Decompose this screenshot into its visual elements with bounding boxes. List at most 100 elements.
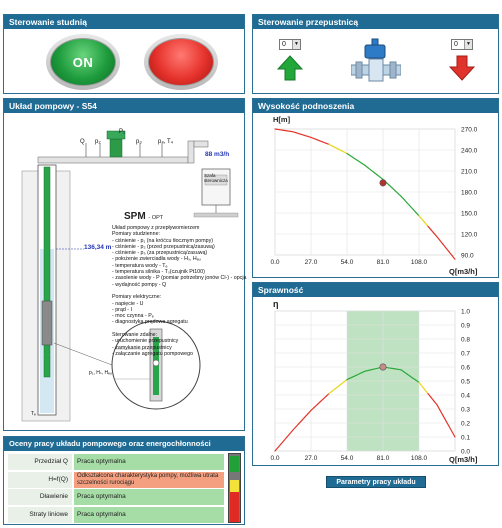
- parameters-button[interactable]: Parametry pracy układu: [326, 476, 426, 488]
- curve-segment: [445, 247, 450, 253]
- valve-open-select[interactable]: 0 ▼: [279, 39, 301, 50]
- description-line: Pomiary studzienne:: [112, 231, 160, 238]
- curve-segment: [445, 420, 450, 427]
- on-button[interactable]: ON: [50, 38, 116, 86]
- curve-segment: [328, 390, 333, 395]
- curve-segment: [409, 205, 414, 210]
- y-tick-label: 0.6: [461, 364, 470, 371]
- curve-segment: [370, 169, 375, 174]
- x-tick-label: 81.0: [377, 455, 390, 462]
- curve-segment: [400, 195, 405, 201]
- on-button-label: ON: [72, 54, 94, 70]
- valve-close-select-value: 0: [454, 41, 458, 48]
- curve-segment: [412, 208, 417, 214]
- indicator-green: [230, 456, 239, 472]
- description-line: - uruchomienie przepustnicy: [112, 338, 179, 345]
- y-tick-label: 90.0: [461, 252, 474, 259]
- description-line: - ciśnienie - p₂ (przed przepustnicą/zas…: [112, 243, 215, 250]
- curve-segment: [283, 436, 288, 442]
- y-tick-label: 270.0: [461, 126, 478, 133]
- description-line: Pomiary elektryczne:: [112, 294, 162, 301]
- curve-segment: [379, 176, 384, 181]
- label-p1: P₁: [119, 129, 126, 135]
- curve-segment: [307, 409, 312, 415]
- y-tick-label: 120.0: [461, 231, 478, 238]
- curve-segment: [295, 422, 300, 428]
- curve-segment: [433, 232, 438, 238]
- evaluation-row-label: Straty liniowe: [8, 506, 72, 523]
- valve-close-select[interactable]: 0 ▼: [451, 39, 473, 50]
- evaluation-row-value: Praca optymalna: [74, 489, 224, 505]
- label-p3: p₃: [136, 139, 142, 145]
- x-tick-label: 54.0: [341, 259, 354, 266]
- curve-segment: [448, 425, 453, 433]
- curve-segment: [427, 225, 432, 231]
- curve-segment: [391, 187, 396, 192]
- curve-segment: [424, 389, 429, 395]
- y-tick-label: 0.7: [461, 350, 470, 357]
- curve-segment: [364, 164, 369, 169]
- indicator-yellow: [230, 480, 239, 492]
- chevron-down-icon: ▼: [292, 40, 300, 49]
- description-line: - temperatura wody - Tₑ: [112, 262, 168, 269]
- evaluation-row-value: Praca optymalna: [74, 506, 224, 523]
- curve-segment: [340, 381, 345, 385]
- y-tick-label: 0.9: [461, 322, 470, 329]
- description-line: - położenie zwierciadła wody - Hₛ, Hₑᵤ: [112, 256, 201, 263]
- evaluation-row-label: Dławienie: [8, 489, 72, 505]
- curve-segment: [394, 189, 399, 195]
- valve-actuator-icon: [351, 38, 401, 82]
- description-line: - załączanie agregatu pompowego: [112, 350, 193, 357]
- diagram-description: Układ pompowy z przepływomierzem Pomiary …: [112, 225, 246, 357]
- curve-segment: [277, 443, 282, 449]
- efficiency-chart-ylabel: η: [273, 299, 279, 309]
- evaluation-row-label: Przedział Q: [8, 454, 72, 470]
- operating-point: [379, 363, 387, 371]
- description-line: - napięcie - U: [112, 300, 144, 307]
- curve-segment: [337, 383, 342, 388]
- description-line: Sterowanie zdalne:: [112, 332, 158, 339]
- description-line: - ciśnienie - p₁ (na króćcu tłocznym pom…: [112, 237, 213, 244]
- curve-segment: [442, 243, 447, 249]
- description-line: - zasolenie wody - P (pomiar potrzebny j…: [112, 275, 247, 282]
- side-sensor-label: p₁, Hₛ, Hₑᵤ: [89, 370, 112, 376]
- curve-segment: [436, 236, 441, 242]
- diagram-title-suffix: - OPT: [148, 215, 164, 221]
- curve-segment: [415, 379, 420, 384]
- curve-segment: [400, 369, 405, 373]
- y-tick-label: 0.0: [461, 448, 470, 455]
- curve-segment: [406, 373, 411, 377]
- label-p2: p₂: [95, 139, 101, 145]
- x-tick-label: 108.0: [411, 259, 428, 266]
- curve-segment: [322, 395, 327, 400]
- curve-segment: [301, 416, 306, 421]
- off-button[interactable]: [148, 38, 214, 86]
- y-tick-label: 150.0: [461, 210, 478, 217]
- te-label: Tₑ: [31, 411, 36, 417]
- curve-segment: [310, 406, 315, 412]
- curve-segment: [313, 404, 318, 409]
- curve-segment: [325, 392, 330, 398]
- description-line: - moc czynna - Pₑ: [112, 313, 154, 320]
- water-level-readout: 136,34 m: [84, 244, 112, 251]
- curve-segment: [343, 378, 348, 383]
- curve-segment: [373, 171, 378, 176]
- valve-control-panel: Sterowanie przepustnicą 0 ▼ 0 ▼: [252, 14, 499, 94]
- well-control-title: Sterowanie studnią: [4, 15, 244, 29]
- curve-segment: [415, 211, 420, 217]
- head-chart-plot: 0.0 27.0 54.0 81.0 108.0 270.0 240.0 210.0 180.0…: [270, 126, 478, 266]
- arrow-up-icon[interactable]: [277, 55, 303, 81]
- description-line: - prąd - I: [112, 306, 133, 313]
- indicator-red: [230, 492, 239, 522]
- evaluation-title: Oceny pracy układu pompowego oraz energo…: [4, 437, 244, 451]
- x-tick-label: 108.0: [411, 455, 428, 462]
- arrow-down-icon[interactable]: [449, 55, 475, 81]
- curve-segment: [280, 439, 285, 445]
- curve-segment: [292, 426, 297, 431]
- x-tick-label: 27.0: [305, 455, 318, 462]
- curve-segment: [439, 409, 444, 417]
- curve-segment: [421, 218, 426, 224]
- curve-segment: [427, 392, 432, 398]
- curve-segment: [367, 167, 372, 171]
- curve-segment: [424, 222, 429, 227]
